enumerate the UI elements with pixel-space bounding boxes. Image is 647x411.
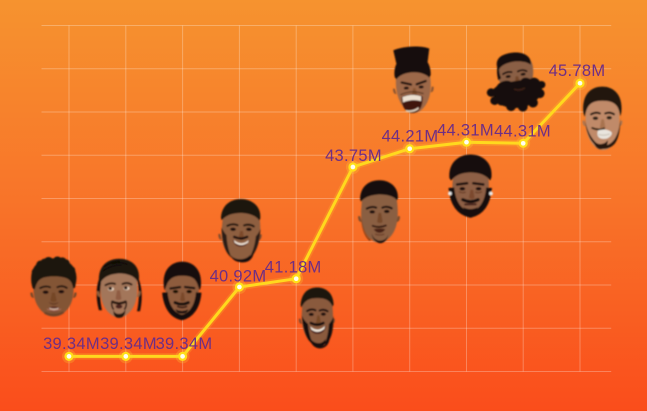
svg-text:39.34M: 39.34M — [100, 335, 157, 353]
svg-text:39.34M: 39.34M — [156, 335, 213, 353]
svg-text:40.92M: 40.92M — [210, 268, 267, 286]
svg-text:43.75M: 43.75M — [325, 147, 382, 165]
svg-text:44.31M: 44.31M — [494, 122, 551, 140]
svg-text:41.18M: 41.18M — [265, 259, 322, 277]
svg-text:44.21M: 44.21M — [382, 128, 439, 146]
svg-text:39.34M: 39.34M — [43, 335, 100, 353]
svg-text:44.31M: 44.31M — [437, 122, 494, 140]
svg-text:45.78M: 45.78M — [549, 62, 606, 80]
